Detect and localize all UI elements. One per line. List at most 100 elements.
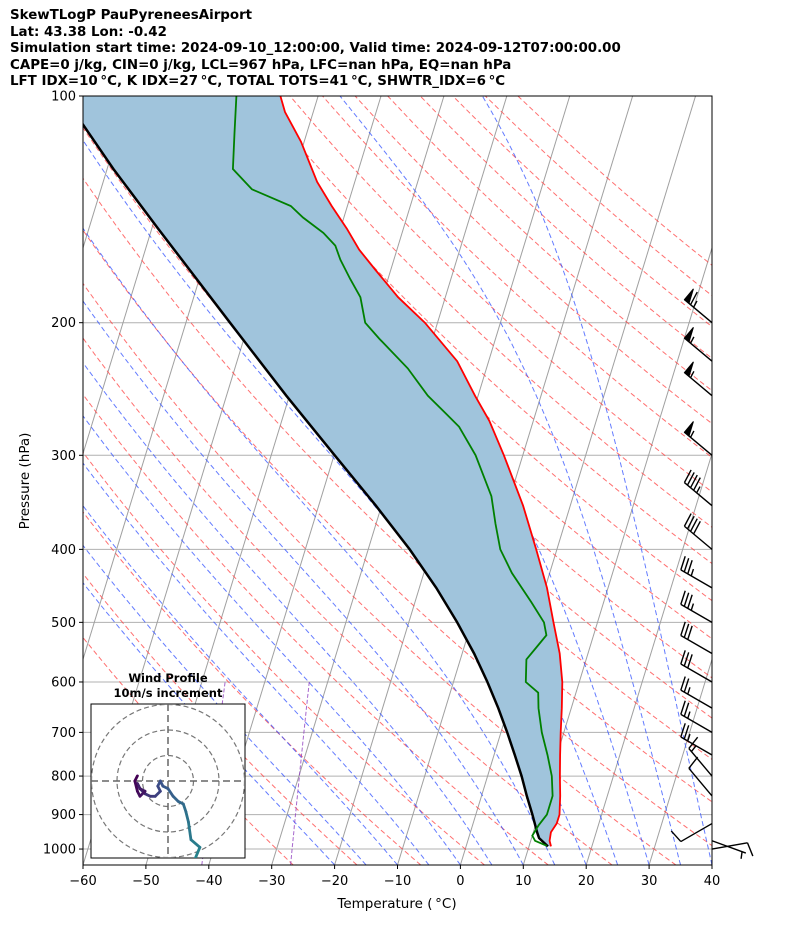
y-tick-label: 500	[51, 616, 76, 631]
wind-barb	[680, 723, 713, 756]
dry-adiabat-line	[94, 96, 712, 719]
convective-params-line: CAPE=0 j/kg, CIN=0 j/kg, LCL=967 hPa, LF…	[10, 57, 512, 73]
y-tick-label: 900	[51, 808, 76, 823]
dry-adiabat-line	[83, 127, 712, 760]
wind-barb	[688, 736, 713, 777]
x-tick-label: 30	[641, 874, 658, 889]
x-axis-label: Temperature ( °C)	[336, 896, 456, 912]
wind-barb	[711, 842, 754, 857]
hodograph-segment	[193, 845, 202, 858]
isotherm-line	[648, 657, 712, 865]
y-tick-label: 100	[51, 90, 76, 105]
isotherm-line	[585, 451, 712, 865]
hodograph-segment	[133, 774, 139, 783]
wind-barb	[680, 556, 713, 589]
isotherm-line	[83, 96, 193, 456]
wind-barb	[670, 822, 713, 843]
wind-barb	[680, 590, 713, 623]
x-tick-label: −10	[384, 874, 411, 889]
x-tick-label: −30	[258, 874, 285, 889]
axis-ticks: −60 −50 −40 −30 −20 −10 0 10 20 30 40 1000 900 800 700…	[43, 90, 720, 890]
wind-barb	[683, 513, 713, 550]
cin-shading	[83, 96, 563, 847]
wind-barb	[683, 327, 713, 362]
chart-title: SkewTLogP PauPyreneesAirport	[10, 8, 253, 23]
dry-adiabat-line	[224, 96, 712, 565]
hodograph-segment	[133, 779, 139, 793]
dry-adiabat-line	[354, 96, 712, 425]
x-tick-label: −40	[195, 874, 222, 889]
y-tick-label: 400	[51, 543, 76, 558]
chart-title-block: SkewTLogP PauPyreneesAirport Lat: 43.38 …	[10, 8, 621, 91]
y-tick-label: 700	[51, 726, 76, 741]
mixing-ratio-line	[290, 681, 310, 865]
dry-adiabat-line	[83, 393, 549, 865]
moist-adiabat-line	[83, 505, 398, 865]
hodograph-segment	[186, 820, 193, 842]
y-tick-label: 600	[51, 675, 76, 690]
moist-adiabat-line	[339, 96, 681, 865]
x-tick-label: 0	[456, 874, 464, 889]
x-tick-label: 20	[578, 874, 595, 889]
wind-barb	[688, 756, 713, 797]
wind-barb	[680, 621, 713, 655]
isotherm-line	[83, 96, 130, 250]
x-tick-label: −20	[321, 874, 348, 889]
dry-adiabat-line	[83, 451, 485, 865]
hodograph-title: Wind Profile	[128, 671, 208, 685]
isotherm-line	[711, 863, 712, 865]
wind-barb	[683, 421, 713, 456]
dry-adiabat-line	[83, 511, 422, 865]
moist-adiabat-line	[481, 96, 712, 865]
moist-adiabat-line	[83, 544, 367, 865]
y-tick-label: 200	[51, 316, 76, 331]
hodograph-segment	[191, 909, 194, 935]
wind-barb	[680, 650, 713, 683]
isotherm-line	[522, 246, 712, 865]
y-tick-label: 1000	[43, 843, 76, 858]
moist-adiabat-line	[83, 361, 493, 865]
wind-barb	[683, 469, 713, 507]
hodograph-ring	[91, 704, 245, 858]
dry-adiabat-line	[257, 96, 712, 528]
hodograph-segment	[191, 863, 194, 889]
wind-barb	[683, 288, 713, 324]
isotherm-line	[459, 96, 697, 865]
parcel-profile-line	[83, 122, 549, 848]
temperature-profile-line	[279, 96, 564, 847]
plot-area	[0, 96, 712, 865]
wind-barb	[711, 840, 747, 859]
moist-adiabat-line	[83, 462, 430, 865]
dewpoint-profile-line	[231, 96, 554, 847]
dry-adiabat-line	[83, 337, 613, 865]
dry-adiabat-line	[322, 96, 712, 459]
x-tick-label: 10	[515, 874, 532, 889]
hodograph-segment	[184, 810, 190, 824]
time-line: Simulation start time: 2024-09-10_12:00:…	[10, 41, 621, 56]
hodograph-segment	[166, 787, 175, 798]
wind-barb	[680, 676, 713, 709]
wind-barbs	[670, 288, 754, 859]
y-tick-label: 300	[51, 449, 76, 464]
isotherm-line	[208, 96, 445, 865]
moist-adiabat-line	[83, 227, 556, 865]
y-tick-label: 800	[51, 770, 76, 785]
wind-barb	[683, 361, 713, 397]
hodograph-segment	[189, 838, 202, 849]
isotherm-line	[0, 96, 67, 865]
moist-adiabat-line	[83, 415, 461, 865]
wind-barb	[680, 700, 713, 734]
x-tick-label: −60	[69, 874, 96, 889]
x-tick-label: −50	[132, 874, 159, 889]
moist-adiabat-line	[83, 581, 335, 865]
x-tick-label: 40	[704, 874, 721, 889]
isotherm-line	[0, 96, 4, 865]
stability-indices-line: LFT IDX=10 °C, K IDX=27 °C, TOTAL TOTS=4…	[10, 74, 506, 89]
location-line: Lat: 43.38 Lon: -0.42	[10, 24, 167, 40]
dry-adiabat-line	[83, 282, 677, 865]
y-axis-label: Pressure (hPa)	[17, 433, 33, 530]
moist-adiabat-line	[83, 300, 524, 865]
hodograph-subtitle: 10m/s increment	[114, 686, 223, 700]
